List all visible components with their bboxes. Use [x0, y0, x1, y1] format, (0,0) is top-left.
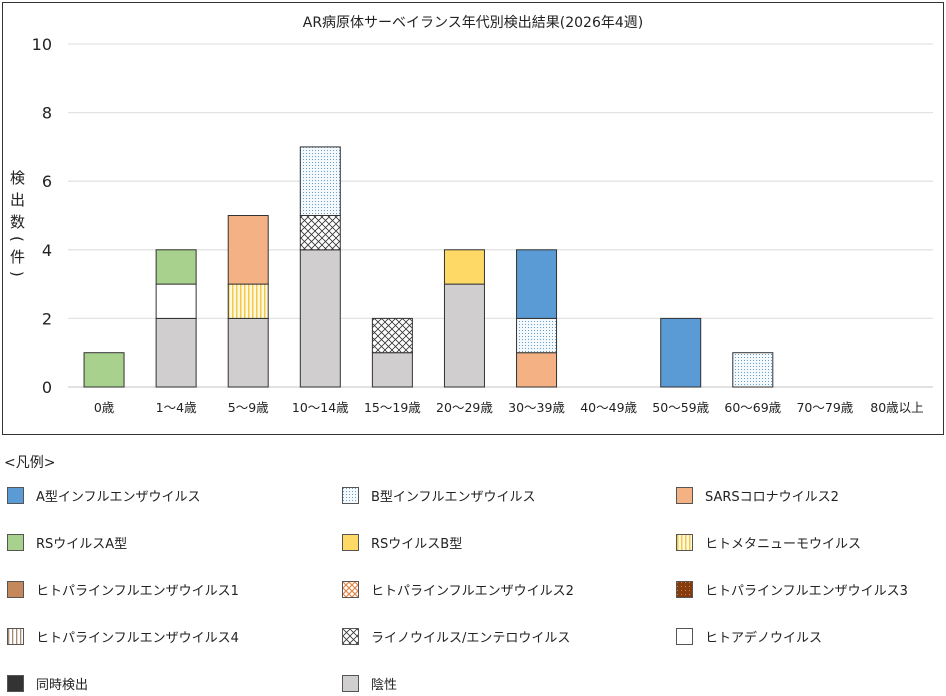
bar-segment-rsa [83, 352, 125, 388]
bar-segment-neg [443, 283, 485, 388]
bar-segment-flua [516, 249, 558, 319]
x-tick-label: 20～29歳 [436, 400, 493, 415]
x-tick-label: 70～79歳 [796, 400, 853, 415]
bar-segment-sars [227, 215, 269, 285]
bar-segment-flub [516, 317, 558, 354]
legend-swatch [676, 627, 693, 645]
x-tick-label: 15～19歳 [364, 400, 421, 415]
legend-label: ヒトパラインフルエンザウイルス3 [705, 583, 908, 599]
legend-label: B型インフルエンザウイルス [371, 489, 536, 505]
y-tick-label: 8 [42, 104, 52, 123]
bar-segment-flub [732, 352, 774, 388]
legend-item-piv1: ヒトパラインフルエンザウイルス1 [7, 579, 239, 599]
legend-item-rsb: RSウイルスB型 [342, 532, 462, 552]
legend-item-piv4: ヒトパラインフルエンザウイルス4 [7, 626, 239, 646]
x-tick-label: 1～4歳 [156, 400, 197, 415]
legend-swatch [342, 580, 359, 598]
y-tick-label: 2 [42, 309, 52, 328]
x-tick-label: 50～59歳 [652, 400, 709, 415]
y-axis-label: 検出数(件) [8, 170, 26, 284]
bar-segment-neg [371, 352, 413, 388]
legend-swatch [676, 533, 693, 551]
legend-item-flub: B型インフルエンザウイルス [342, 485, 536, 505]
legend-item-hmpv: ヒトメタニューモウイルス [676, 532, 861, 552]
legend-label: ヒトメタニューモウイルス [705, 536, 862, 552]
x-tick-label: 0歳 [94, 400, 115, 415]
bar-segment-adeno [155, 283, 197, 319]
legend-swatch [342, 627, 359, 645]
legend-item-sars: SARSコロナウイルス2 [676, 485, 839, 505]
x-tick-label: 10～14歳 [292, 400, 349, 415]
y-tick-label: 10 [32, 35, 52, 54]
legend-item-flua: A型インフルエンザウイルス [7, 485, 201, 505]
legend-item-neg: 陰性 [342, 673, 397, 693]
y-tick-label: 6 [42, 172, 52, 191]
y-tick-label: 4 [42, 241, 52, 260]
bar-segment-sars [516, 352, 558, 388]
x-tick-label: 30～39歳 [508, 400, 565, 415]
legend-title: <凡例> [4, 455, 56, 471]
bar-segment-rsb [443, 249, 485, 285]
bar-segment-neg [155, 317, 197, 388]
legend-item-piv2: ヒトパラインフルエンザウイルス2 [342, 579, 574, 599]
chart-title: AR病原体サーベイランス年代別検出結果(2026年4週) [303, 15, 643, 31]
legend-item-rhino: ライノウイルス/エンテロウイルス [342, 626, 570, 646]
bar-segment-hmpv [227, 283, 269, 319]
stacked-bar-chart: AR病原体サーベイランス年代別検出結果(2026年4週) 0 2 4 6 8 10 0歳 1… [2, 2, 944, 435]
legend-label: ヒトパラインフルエンザウイルス2 [371, 583, 574, 599]
bar-segment-rhino [371, 317, 413, 354]
legend-swatch [342, 533, 359, 551]
legend-item-piv3: ヒトパラインフルエンザウイルス3 [676, 579, 908, 599]
bar-segment-flua [660, 317, 702, 388]
legend-swatch [7, 627, 24, 645]
y-tick-label: 0 [42, 378, 52, 397]
legend-item-rsa: RSウイルスA型 [7, 532, 127, 552]
bar-segment-flub [299, 146, 341, 216]
x-tick-label: 40～49歳 [580, 400, 637, 415]
bar-segment-rhino [299, 215, 341, 251]
legend-item-adeno: ヒトアデノウイルス [676, 626, 822, 646]
x-tick-label: 80歳以上 [870, 400, 923, 415]
x-tick-label: 5～9歳 [228, 400, 269, 415]
legend-swatch [676, 580, 693, 598]
legend-label: A型インフルエンザウイルス [36, 489, 201, 505]
bar-segment-neg [299, 249, 341, 388]
legend-label: 同時検出 [36, 677, 89, 693]
legend-item-co: 同時検出 [7, 673, 88, 693]
legend-swatch [676, 486, 693, 504]
legend-swatch [7, 674, 24, 692]
legend-swatch [7, 580, 24, 598]
legend-swatch [342, 486, 359, 504]
bar-segment-rsa [155, 249, 197, 285]
legend-label: ヒトパラインフルエンザウイルス1 [36, 583, 239, 599]
legend-label: ライノウイルス/エンテロウイルス [371, 630, 571, 646]
x-tick-label: 60～69歳 [724, 400, 781, 415]
legend-label: SARSコロナウイルス2 [705, 489, 839, 505]
legend-swatch [7, 486, 24, 504]
legend-label: ヒトアデノウイルス [705, 630, 823, 646]
legend-label: ヒトパラインフルエンザウイルス4 [36, 630, 239, 646]
legend-label: RSウイルスA型 [36, 536, 128, 552]
legend-label: RSウイルスB型 [371, 536, 463, 552]
legend-swatch [7, 533, 24, 551]
bar-segment-neg [227, 317, 269, 388]
legend-label: 陰性 [371, 677, 398, 693]
legend-swatch [342, 674, 359, 692]
